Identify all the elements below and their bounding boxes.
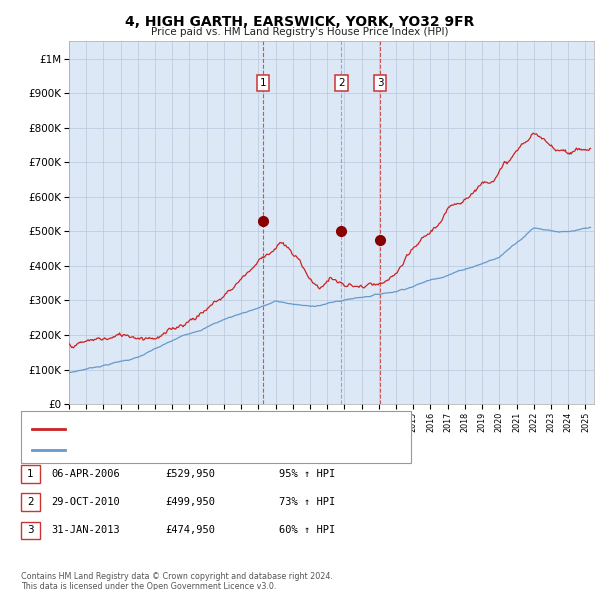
Text: Contains HM Land Registry data © Crown copyright and database right 2024.: Contains HM Land Registry data © Crown c… [21,572,333,581]
Text: 2: 2 [27,497,34,507]
Text: 60% ↑ HPI: 60% ↑ HPI [279,526,335,535]
Text: This data is licensed under the Open Government Licence v3.0.: This data is licensed under the Open Gov… [21,582,277,590]
Text: 73% ↑ HPI: 73% ↑ HPI [279,497,335,507]
Text: 31-JAN-2013: 31-JAN-2013 [51,526,120,535]
Text: 1: 1 [260,78,266,88]
Text: 4, HIGH GARTH, EARSWICK, YORK, YO32 9FR (detached house): 4, HIGH GARTH, EARSWICK, YORK, YO32 9FR … [71,424,368,434]
Text: 2: 2 [338,78,345,88]
Text: £499,950: £499,950 [165,497,215,507]
Text: £529,950: £529,950 [165,469,215,478]
Text: Price paid vs. HM Land Registry's House Price Index (HPI): Price paid vs. HM Land Registry's House … [151,27,449,37]
Text: 95% ↑ HPI: 95% ↑ HPI [279,469,335,478]
Text: 29-OCT-2010: 29-OCT-2010 [51,497,120,507]
Text: £474,950: £474,950 [165,526,215,535]
Text: 3: 3 [377,78,383,88]
Text: HPI: Average price, detached house, York: HPI: Average price, detached house, York [71,445,266,455]
Text: 1: 1 [27,469,34,478]
Text: 3: 3 [27,526,34,535]
Text: 4, HIGH GARTH, EARSWICK, YORK, YO32 9FR: 4, HIGH GARTH, EARSWICK, YORK, YO32 9FR [125,15,475,29]
Text: 06-APR-2006: 06-APR-2006 [51,469,120,478]
